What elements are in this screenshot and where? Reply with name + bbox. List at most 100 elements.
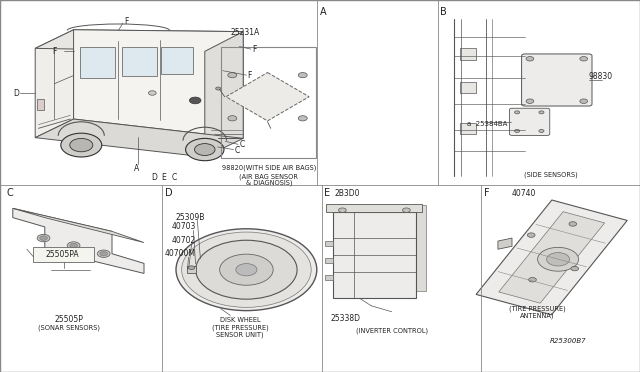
Text: SENSOR UNIT): SENSOR UNIT) bbox=[216, 331, 264, 338]
Text: (TIRE PRESSURE): (TIRE PRESSURE) bbox=[509, 305, 566, 312]
Polygon shape bbox=[205, 32, 243, 138]
Text: E: E bbox=[324, 189, 331, 198]
Circle shape bbox=[538, 247, 579, 271]
Bar bbox=[326, 204, 422, 212]
Circle shape bbox=[539, 111, 544, 114]
Polygon shape bbox=[499, 212, 605, 303]
Bar bbox=[80, 46, 115, 78]
Circle shape bbox=[580, 57, 588, 61]
Polygon shape bbox=[498, 238, 512, 249]
Text: 25505P: 25505P bbox=[54, 315, 84, 324]
Circle shape bbox=[515, 129, 520, 132]
Text: & DIAGNOSIS): & DIAGNOSIS) bbox=[246, 180, 292, 186]
Circle shape bbox=[196, 240, 297, 299]
Text: C: C bbox=[6, 189, 13, 198]
Text: (INVERTER CONTROL): (INVERTER CONTROL) bbox=[356, 328, 428, 334]
Circle shape bbox=[539, 129, 544, 132]
Circle shape bbox=[515, 111, 520, 114]
Circle shape bbox=[526, 99, 534, 103]
Text: (SIDE SENSORS): (SIDE SENSORS) bbox=[524, 171, 577, 178]
Circle shape bbox=[189, 97, 201, 104]
Text: 40740: 40740 bbox=[512, 189, 536, 198]
Circle shape bbox=[228, 116, 237, 121]
FancyBboxPatch shape bbox=[522, 54, 592, 106]
Circle shape bbox=[37, 234, 50, 242]
Text: 25231A: 25231A bbox=[230, 28, 260, 37]
Text: D: D bbox=[151, 173, 157, 182]
Text: 40703: 40703 bbox=[172, 222, 196, 231]
Circle shape bbox=[188, 266, 195, 269]
Text: 98820(WITH SIDE AIR BAGS): 98820(WITH SIDE AIR BAGS) bbox=[221, 165, 316, 171]
Text: R25300B7: R25300B7 bbox=[550, 339, 587, 344]
Circle shape bbox=[148, 91, 156, 95]
Text: 98830: 98830 bbox=[589, 72, 613, 81]
Circle shape bbox=[236, 263, 257, 276]
Circle shape bbox=[61, 133, 102, 157]
Text: D: D bbox=[13, 89, 19, 97]
Polygon shape bbox=[226, 73, 309, 121]
Text: (AIR BAG SENSOR: (AIR BAG SENSOR bbox=[239, 174, 298, 180]
FancyBboxPatch shape bbox=[509, 108, 550, 135]
Circle shape bbox=[298, 116, 307, 121]
Bar bbox=[122, 46, 157, 76]
Circle shape bbox=[176, 229, 317, 311]
Circle shape bbox=[40, 236, 47, 240]
Text: A: A bbox=[134, 164, 140, 173]
Circle shape bbox=[571, 266, 579, 271]
Polygon shape bbox=[35, 30, 74, 138]
Circle shape bbox=[547, 253, 570, 266]
Circle shape bbox=[70, 243, 77, 248]
Bar bbox=[325, 258, 333, 263]
Text: ANTENNA): ANTENNA) bbox=[520, 313, 555, 320]
Circle shape bbox=[100, 251, 108, 256]
Polygon shape bbox=[13, 208, 144, 243]
Polygon shape bbox=[187, 266, 196, 273]
Bar bbox=[460, 48, 476, 60]
Bar bbox=[333, 212, 416, 298]
Text: 40702: 40702 bbox=[172, 236, 196, 245]
Text: C: C bbox=[172, 173, 177, 182]
Text: F: F bbox=[124, 17, 129, 26]
Text: 25309B: 25309B bbox=[176, 213, 205, 222]
Bar bbox=[33, 247, 94, 262]
Text: 40700M: 40700M bbox=[165, 249, 196, 258]
Circle shape bbox=[195, 144, 215, 155]
Text: (TIRE PRESSURE): (TIRE PRESSURE) bbox=[212, 324, 268, 331]
Circle shape bbox=[339, 208, 346, 212]
Circle shape bbox=[228, 73, 237, 78]
Text: 25338D: 25338D bbox=[331, 314, 360, 323]
Bar bbox=[325, 241, 333, 246]
Text: 2B3D0: 2B3D0 bbox=[335, 189, 360, 198]
Text: F: F bbox=[248, 71, 252, 80]
Text: B: B bbox=[440, 7, 447, 17]
Circle shape bbox=[186, 138, 224, 161]
Polygon shape bbox=[74, 30, 243, 138]
Circle shape bbox=[182, 232, 311, 307]
Bar bbox=[460, 123, 476, 134]
Text: F: F bbox=[252, 45, 257, 54]
Polygon shape bbox=[35, 30, 243, 51]
Bar bbox=[460, 82, 476, 93]
Text: C: C bbox=[235, 146, 240, 155]
Circle shape bbox=[529, 278, 536, 282]
Text: E: E bbox=[161, 173, 166, 182]
Bar bbox=[221, 46, 316, 158]
Circle shape bbox=[527, 233, 535, 237]
Circle shape bbox=[526, 57, 534, 61]
Circle shape bbox=[580, 99, 588, 103]
Text: F: F bbox=[52, 47, 57, 56]
Circle shape bbox=[403, 208, 410, 212]
Text: A: A bbox=[320, 7, 326, 17]
Polygon shape bbox=[35, 119, 243, 157]
Text: 25505PA: 25505PA bbox=[46, 250, 79, 259]
Text: D: D bbox=[165, 189, 173, 198]
Text: (SONAR SENSORS): (SONAR SENSORS) bbox=[38, 325, 100, 331]
Circle shape bbox=[70, 138, 93, 152]
Text: a  25384BA: a 25384BA bbox=[467, 121, 508, 126]
Bar bbox=[37, 99, 44, 110]
Circle shape bbox=[216, 87, 221, 90]
Text: DISK WHEEL: DISK WHEEL bbox=[220, 317, 260, 323]
Text: F: F bbox=[484, 189, 490, 198]
Text: C: C bbox=[239, 140, 244, 149]
Circle shape bbox=[220, 254, 273, 285]
